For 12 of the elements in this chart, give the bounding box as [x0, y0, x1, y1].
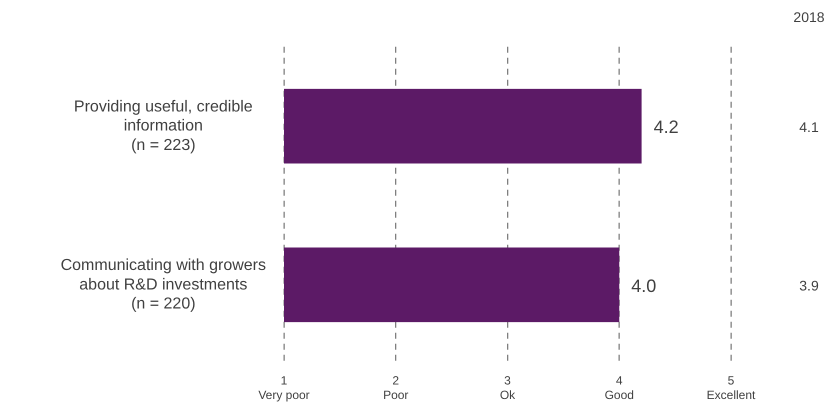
x-tick-label: 4 Good — [604, 374, 634, 402]
data-label: 4.0 — [631, 276, 656, 296]
x-tick-label: 1 Very poor — [258, 374, 310, 402]
text: 4.1 — [799, 119, 819, 136]
x-tick-label: 3 Ok — [500, 374, 516, 402]
text: 3.9 — [799, 278, 819, 294]
x-tick-label: 2 Poor — [383, 374, 408, 402]
y-tick-label: Communicating with growers about R&D investments (n = 220) — [60, 257, 266, 312]
y-tick-label: Providing useful, credible information (n = 223) — [74, 98, 253, 154]
data-label: 4.2 — [654, 117, 679, 138]
x-tick-label: 5 Excellent — [706, 374, 756, 402]
text: 2018 — [793, 8, 825, 25]
